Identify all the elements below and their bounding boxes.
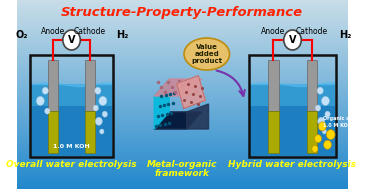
Text: H₂: H₂ xyxy=(339,30,351,40)
Bar xyxy=(31,84,112,156)
Text: H₂: H₂ xyxy=(116,30,128,40)
Text: Cathode: Cathode xyxy=(296,27,328,36)
Bar xyxy=(249,55,336,157)
Circle shape xyxy=(318,122,326,131)
Polygon shape xyxy=(154,112,201,129)
Circle shape xyxy=(322,96,329,105)
Polygon shape xyxy=(187,104,209,129)
Bar xyxy=(85,111,95,153)
Text: Overall water electrolysis: Overall water electrolysis xyxy=(6,160,137,169)
Circle shape xyxy=(318,117,325,125)
Text: O₂: O₂ xyxy=(15,30,28,40)
Circle shape xyxy=(63,30,80,50)
Bar xyxy=(31,84,112,105)
Bar xyxy=(268,60,279,111)
Bar xyxy=(307,60,317,111)
Circle shape xyxy=(312,145,318,152)
Polygon shape xyxy=(177,76,205,108)
Bar xyxy=(268,111,279,153)
Circle shape xyxy=(45,108,50,114)
Polygon shape xyxy=(154,79,201,96)
Text: 1.0 M KOH: 1.0 M KOH xyxy=(323,123,352,129)
Circle shape xyxy=(326,130,335,139)
Circle shape xyxy=(102,111,107,117)
Text: Hybrid water electrolysis: Hybrid water electrolysis xyxy=(228,160,356,169)
Circle shape xyxy=(317,87,323,94)
Text: Value
added
product: Value added product xyxy=(191,44,222,64)
Circle shape xyxy=(95,117,102,125)
Circle shape xyxy=(314,135,322,143)
Text: Metal-organic: Metal-organic xyxy=(147,160,217,169)
Text: V: V xyxy=(68,35,75,45)
Text: framework: framework xyxy=(155,169,210,178)
Circle shape xyxy=(93,105,99,111)
Circle shape xyxy=(99,96,107,105)
Bar xyxy=(48,111,58,153)
Bar xyxy=(30,55,113,157)
Bar xyxy=(307,111,317,153)
Text: Organic compound: Organic compound xyxy=(323,116,375,121)
Text: V: V xyxy=(289,35,296,45)
Circle shape xyxy=(95,87,101,94)
Circle shape xyxy=(324,140,332,149)
Text: Structure-Property-Performance: Structure-Property-Performance xyxy=(61,6,303,19)
Bar xyxy=(250,84,335,105)
Circle shape xyxy=(284,30,301,50)
Text: Anode: Anode xyxy=(261,27,285,36)
FancyArrowPatch shape xyxy=(217,70,245,96)
Circle shape xyxy=(322,129,327,134)
Ellipse shape xyxy=(184,38,229,70)
Bar xyxy=(250,84,335,156)
Polygon shape xyxy=(154,79,169,129)
Bar xyxy=(85,60,95,111)
Circle shape xyxy=(325,111,330,117)
Text: Anode: Anode xyxy=(41,27,65,36)
Circle shape xyxy=(100,129,104,134)
Circle shape xyxy=(36,96,44,105)
Bar xyxy=(48,60,58,111)
Circle shape xyxy=(316,105,321,111)
Text: 1.0 M KOH: 1.0 M KOH xyxy=(53,144,90,149)
Circle shape xyxy=(42,87,48,94)
Text: Cathode: Cathode xyxy=(74,27,106,36)
